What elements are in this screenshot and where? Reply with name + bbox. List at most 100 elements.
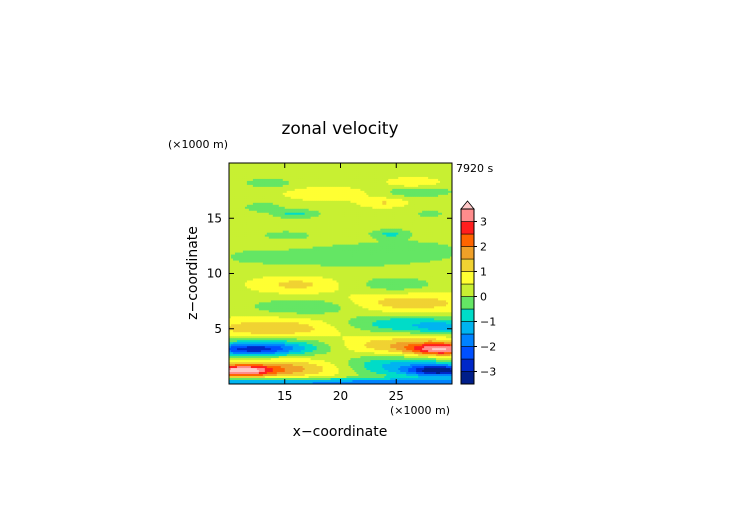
field-cell — [312, 218, 316, 222]
field-cell — [434, 184, 437, 188]
field-cell — [404, 174, 407, 178]
field-cell — [270, 218, 274, 222]
field-cell — [376, 190, 379, 194]
field-cell — [272, 192, 276, 196]
field-cell — [342, 208, 345, 212]
field-cell — [440, 163, 443, 166]
field-cell — [420, 190, 423, 194]
field-cell — [380, 220, 383, 224]
field-cell — [320, 180, 323, 184]
field-cell — [238, 210, 242, 214]
field-cell — [229, 232, 232, 236]
field-cell — [400, 222, 403, 226]
field-cell — [256, 220, 260, 224]
field-cell — [296, 182, 300, 186]
field-cell — [350, 166, 353, 170]
field-cell — [448, 214, 451, 218]
field-cell — [248, 163, 252, 166]
field-cell — [338, 198, 341, 202]
field-cell — [424, 220, 427, 224]
field-cell — [256, 214, 260, 218]
field-cell — [324, 206, 327, 210]
field-cell — [422, 174, 425, 178]
field-cell — [346, 176, 349, 180]
field-cell — [278, 170, 282, 174]
field-cell — [358, 172, 361, 176]
field-cell — [450, 204, 453, 208]
field-cell — [296, 200, 300, 204]
field-cell — [438, 228, 441, 232]
field-cell — [274, 178, 278, 182]
field-cell — [240, 214, 244, 218]
field-cell — [252, 202, 256, 206]
field-cell — [390, 226, 393, 230]
field-cell — [258, 218, 262, 222]
field-cell — [244, 164, 248, 168]
field-cell — [246, 226, 250, 230]
field-cell — [360, 228, 363, 232]
field-cell — [418, 212, 421, 216]
field-cell — [300, 198, 304, 202]
field-cell — [354, 216, 357, 220]
field-cell — [356, 168, 359, 172]
field-cell — [322, 200, 325, 204]
field-cell — [410, 174, 413, 178]
field-cell — [266, 200, 270, 204]
field-cell — [246, 208, 250, 212]
field-cell — [364, 214, 367, 218]
field-cell — [264, 202, 268, 206]
field-cell — [276, 216, 280, 220]
field-cell — [406, 166, 409, 170]
field-cell — [234, 214, 238, 218]
field-cell — [358, 178, 361, 182]
field-cell — [256, 200, 260, 204]
field-cell — [344, 216, 347, 220]
field-cell — [450, 190, 453, 194]
field-cell — [266, 178, 270, 182]
field-cell — [229, 208, 232, 212]
field-cell — [426, 190, 429, 194]
field-cell — [262, 226, 266, 230]
field-cell — [320, 228, 323, 232]
field-cell — [284, 228, 288, 232]
field-cell — [264, 216, 268, 220]
field-cell — [398, 226, 401, 230]
field-cell — [308, 204, 312, 208]
field-cell — [324, 222, 327, 226]
field-cell — [304, 194, 308, 198]
field-cell — [368, 218, 371, 222]
field-cell — [322, 220, 325, 224]
field-cell — [296, 178, 300, 182]
field-cell — [266, 196, 270, 200]
field-cell — [254, 172, 258, 176]
field-cell — [388, 188, 391, 192]
field-cell — [408, 206, 411, 210]
field-cell — [229, 226, 232, 230]
field-cell — [428, 224, 431, 228]
field-cell — [229, 230, 232, 234]
field-cell — [442, 222, 445, 226]
field-cell — [298, 192, 302, 196]
field-cell — [242, 224, 246, 228]
field-cell — [322, 222, 325, 226]
field-cell — [332, 212, 335, 216]
field-cell — [262, 190, 266, 194]
field-cell — [260, 208, 264, 212]
field-cell — [358, 200, 361, 204]
field-cell — [352, 204, 355, 208]
field-cell — [382, 220, 385, 224]
field-cell — [434, 194, 437, 198]
field-cell — [282, 186, 286, 190]
field-cell — [354, 226, 357, 230]
field-cell — [372, 208, 375, 212]
field-cell — [260, 212, 264, 216]
field-cell — [358, 174, 361, 178]
field-cell — [318, 212, 321, 216]
field-cell — [384, 174, 387, 178]
field-cell — [350, 198, 353, 202]
field-cell — [396, 168, 399, 172]
field-cell — [408, 176, 411, 180]
field-cell — [440, 176, 443, 180]
field-cell — [232, 174, 236, 178]
field-cell — [388, 214, 391, 218]
